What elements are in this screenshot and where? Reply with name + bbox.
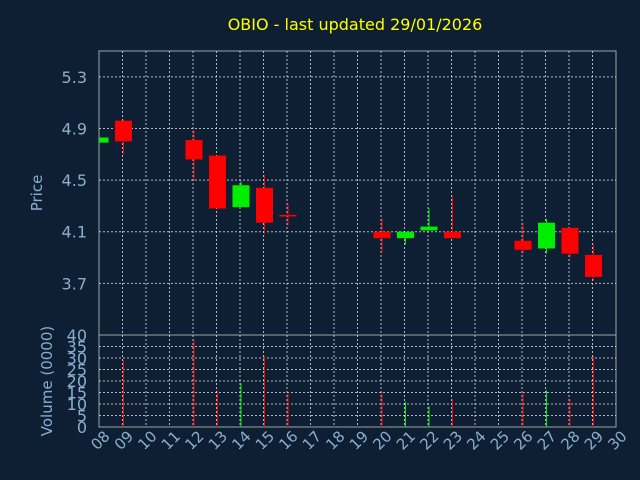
price-axis-label: Price [28, 175, 46, 212]
candle [538, 218, 555, 254]
candle [373, 218, 391, 253]
candles [99, 119, 602, 281]
x-tick-label: 15 [252, 427, 278, 453]
volume-tick-label: 15 [67, 384, 87, 403]
candle-body [397, 231, 414, 239]
candle-body [561, 227, 579, 254]
x-tick-label: 13 [205, 427, 231, 453]
volume-tick-label: 5 [77, 407, 87, 426]
chart-title: OBIO - last updated 29/01/2026 [228, 15, 483, 34]
x-tick-label: 29 [581, 427, 607, 453]
candle [279, 203, 297, 226]
candle [209, 155, 226, 210]
x-tick-label: 09 [111, 427, 137, 453]
x-tick-label: 16 [275, 427, 301, 453]
volume-axis-label: Volume (0000) [38, 326, 56, 436]
candle-body [232, 185, 250, 208]
x-tick-label: 25 [487, 427, 513, 453]
candle-body [585, 254, 602, 277]
x-tick-label: 20 [369, 427, 395, 453]
candle-body [99, 137, 109, 143]
volume-tick-label: 40 [67, 326, 87, 345]
candle [514, 222, 532, 254]
candle-body [185, 140, 203, 160]
candle-body [444, 231, 461, 239]
x-tick-label: 26 [510, 427, 536, 453]
candle-body [373, 231, 391, 239]
x-tick-label: 08 [87, 427, 113, 453]
x-tick-label: 24 [463, 427, 489, 453]
x-tick-label: 27 [534, 427, 560, 453]
candle [232, 181, 250, 208]
x-tick-label: 17 [299, 427, 325, 453]
volume-tick-label: 20 [67, 372, 87, 391]
x-tick-label: 19 [346, 427, 372, 453]
x-tick-label: 23 [440, 427, 466, 453]
day-axis: 0809101112131415161718192021222324252627… [87, 427, 630, 453]
x-tick-label: 30 [604, 427, 630, 453]
x-tick-label: 28 [557, 427, 583, 453]
candle [585, 244, 602, 281]
candle-body [538, 222, 555, 249]
x-tick-label: 21 [393, 427, 419, 453]
candle [444, 195, 461, 239]
x-tick-label: 14 [228, 427, 254, 453]
candle [185, 129, 203, 182]
candle [115, 119, 132, 155]
candle-body [209, 155, 226, 209]
price-tick-label: 4.9 [62, 119, 87, 138]
volume-tick-label: 25 [67, 361, 87, 380]
candle [561, 227, 579, 258]
price-tick-label: 3.7 [62, 274, 87, 293]
volume-tick-label: 10 [67, 395, 87, 414]
volume-tick-label: 35 [67, 338, 87, 357]
candle-body [256, 187, 273, 223]
x-tick-label: 11 [158, 427, 184, 453]
volume-grid [99, 335, 616, 427]
candle [397, 231, 414, 245]
x-axis-label: Day [333, 458, 363, 476]
candle [256, 174, 273, 235]
x-tick-label: 18 [322, 427, 348, 453]
candle-body [115, 120, 132, 142]
candle-body [420, 226, 438, 231]
x-tick-label: 10 [134, 427, 160, 453]
candle-body [514, 240, 532, 250]
candle [99, 137, 109, 143]
candle-body [279, 214, 297, 217]
price-tick-label: 4.5 [62, 171, 87, 190]
candle [420, 208, 438, 231]
volume-tick-label: 0 [77, 418, 87, 437]
volume-bars [123, 339, 594, 427]
x-tick-label: 12 [181, 427, 207, 453]
x-tick-label: 22 [416, 427, 442, 453]
price-tick-label: 4.1 [62, 223, 87, 242]
price-axis: 3.7 4.1 4.5 4.9 5.3 [62, 68, 87, 294]
price-tick-label: 5.3 [62, 68, 87, 87]
price-grid [99, 51, 616, 335]
volume-tick-label: 30 [67, 349, 87, 368]
